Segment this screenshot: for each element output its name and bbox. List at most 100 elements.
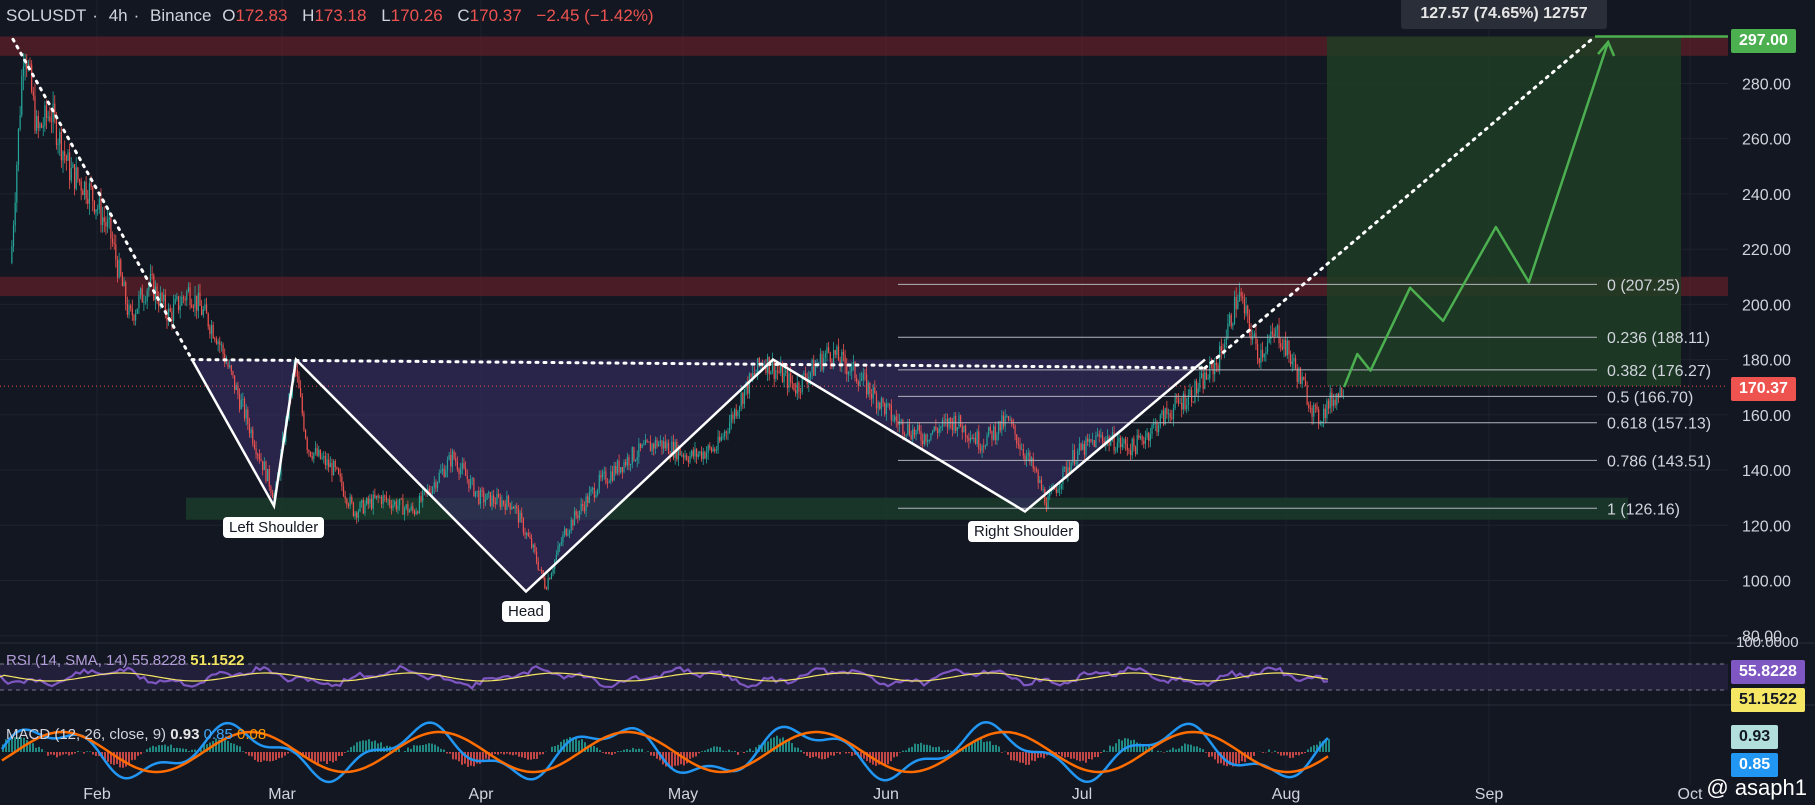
macd-histogram-bar: [428, 743, 430, 752]
rsi-legend: RSI (14, SMA, 14) 55.8228 51.1522: [6, 652, 245, 669]
macd-histogram-bar: [725, 751, 727, 752]
macd-line: [0, 720, 1329, 784]
macd-histogram-bar: [578, 740, 580, 752]
macd-histogram-bar: [1034, 752, 1036, 762]
candle-body: [405, 504, 407, 509]
candle-body: [770, 371, 772, 375]
macd-histogram-bar: [368, 739, 370, 752]
macd-histogram-bar: [362, 740, 364, 752]
macd-histogram-bar: [1031, 752, 1033, 761]
candle-body: [753, 373, 755, 375]
macd-histogram-bar: [467, 752, 469, 767]
candle-body: [1309, 407, 1312, 409]
macd-histogram-bar: [527, 752, 529, 760]
candle-body: [1126, 444, 1128, 451]
macd-histogram-bar: [419, 745, 421, 752]
candle-body: [55, 116, 58, 145]
candle-body: [1004, 416, 1006, 427]
head-label[interactable]: Head: [502, 601, 550, 622]
macd-histogram-bar: [1199, 747, 1201, 752]
candle-body: [1187, 395, 1189, 406]
price-axis-label: 200.00: [1742, 297, 1791, 314]
candle-body: [1202, 373, 1204, 389]
macd-histogram-bar: [863, 752, 865, 759]
macd-histogram-bar: [716, 746, 718, 752]
candle-body: [877, 402, 879, 409]
candle-body: [1184, 393, 1186, 410]
candle-body: [245, 409, 247, 419]
candle-body: [870, 394, 873, 399]
candle-body: [395, 501, 397, 510]
candle-body: [255, 448, 257, 455]
interval[interactable]: 4h: [108, 6, 128, 25]
candle-body: [1263, 353, 1265, 358]
macd-histogram-bar: [977, 740, 979, 752]
candle-body: [1291, 361, 1293, 365]
macd-histogram-bar: [83, 752, 85, 754]
candle-body: [1057, 489, 1059, 493]
macd-histogram-bar: [812, 752, 814, 758]
candle-body: [717, 436, 719, 451]
candle-body: [1308, 404, 1310, 408]
rsi-sma-tag: 51.1522: [1731, 688, 1805, 712]
candle-body: [144, 301, 147, 303]
macd-legend-hist: 0.08: [236, 726, 267, 743]
candle-body: [686, 455, 688, 460]
candle-body: [479, 490, 482, 504]
candle-body: [496, 493, 498, 505]
candle-body: [1026, 455, 1028, 460]
macd-histogram-bar: [458, 752, 460, 762]
candle-body: [1133, 438, 1135, 447]
candle-body: [902, 420, 904, 435]
candle-body: [973, 437, 975, 440]
symbol[interactable]: SOLUSDT: [6, 6, 87, 25]
candle-body: [857, 381, 859, 386]
candle-body: [630, 464, 632, 466]
macd-histogram-bar: [317, 752, 319, 764]
candle-body: [483, 491, 485, 503]
fib-label: 0.236 (188.11): [1607, 330, 1710, 347]
candle-body: [222, 344, 224, 354]
candle-body: [519, 512, 521, 523]
candle-body: [1337, 393, 1340, 398]
candle-body: [522, 518, 524, 533]
macd-histogram-bar: [1274, 750, 1276, 752]
candle-body: [621, 467, 623, 472]
macd-histogram-bar: [1295, 752, 1297, 755]
candle-body: [862, 373, 864, 380]
candle-body: [265, 461, 267, 482]
macd-histogram-bar: [233, 743, 235, 752]
candle-body: [168, 308, 170, 321]
candle-body: [488, 492, 490, 494]
candle-body: [664, 441, 666, 449]
candle-body: [1257, 344, 1259, 359]
macd-histogram-bar: [287, 752, 289, 754]
candle-body: [1065, 466, 1067, 476]
candle-body: [653, 443, 655, 449]
candle-body: [659, 440, 661, 444]
macd-histogram-bar: [335, 752, 337, 761]
macd-histogram-bar: [722, 750, 724, 752]
candle-body: [1258, 358, 1260, 363]
macd-histogram-bar: [599, 750, 601, 752]
right-shoulder-label[interactable]: Right Shoulder: [968, 521, 1080, 542]
macd-histogram-bar: [1310, 746, 1312, 752]
candle-body: [460, 468, 462, 475]
candle-body: [615, 465, 617, 474]
macd-histogram-bar: [536, 752, 538, 759]
candle-body: [52, 103, 54, 122]
candle-body: [836, 346, 838, 355]
candle-body: [636, 457, 638, 461]
candle-body: [786, 370, 788, 388]
macd-histogram-bar: [113, 752, 115, 765]
candle-body: [380, 496, 383, 504]
candle-body: [85, 181, 87, 200]
macd-histogram-bar: [518, 752, 520, 757]
candle-body: [1049, 491, 1051, 497]
candle-body: [182, 296, 185, 299]
candle-body: [935, 426, 937, 430]
left-shoulder-label[interactable]: Left Shoulder: [223, 517, 325, 538]
candle-body: [1177, 398, 1180, 404]
candle-body: [333, 461, 335, 476]
